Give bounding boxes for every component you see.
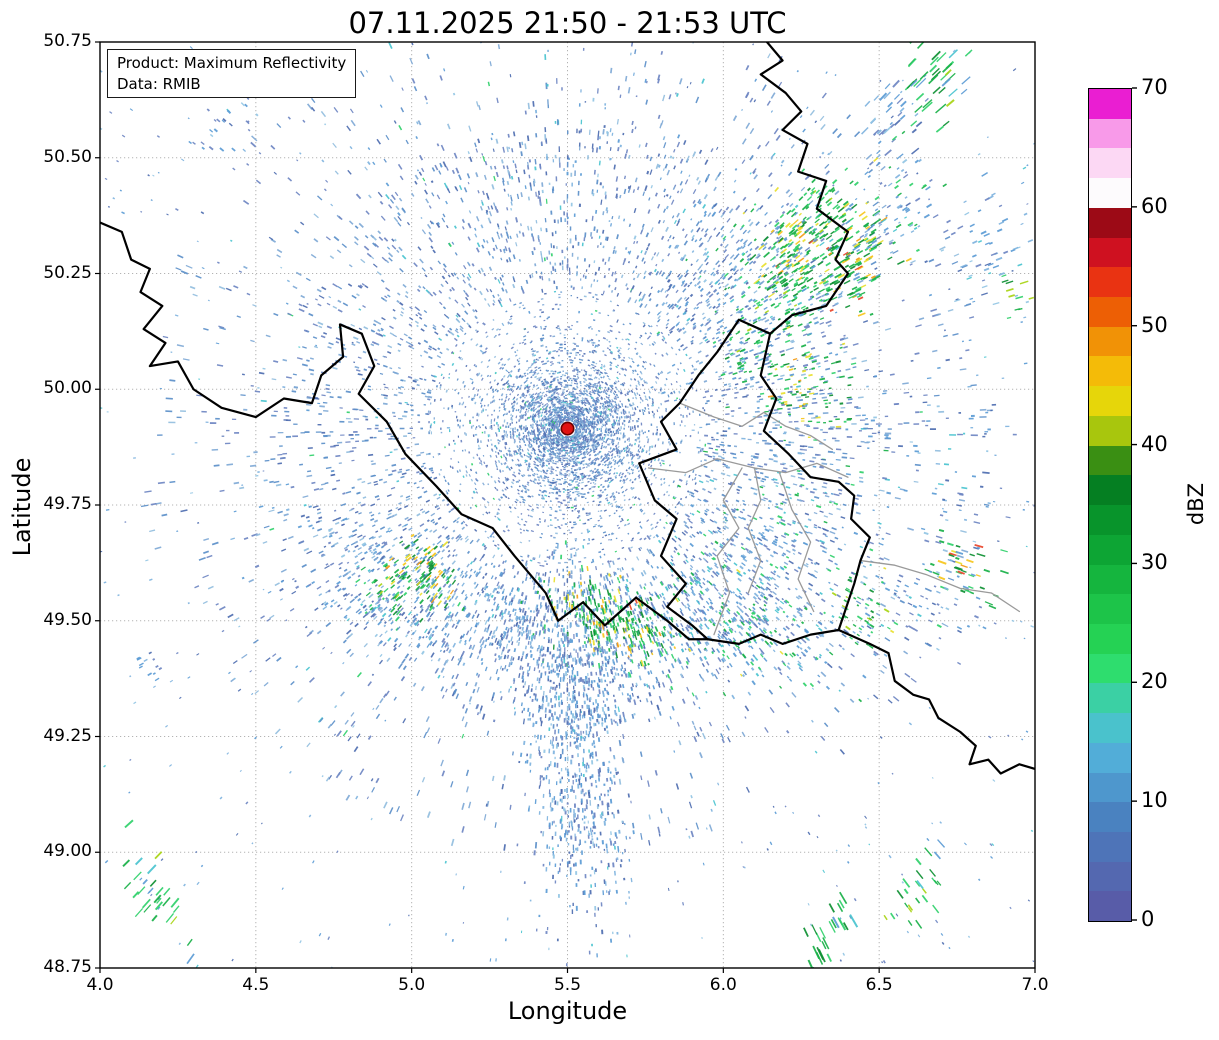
colorbar-tick-label: 30 [1141,550,1168,575]
y-tick-label: 49.25 [43,725,92,746]
colorbar-segment [1089,326,1131,357]
y-tick-label: 50.75 [43,31,92,51]
y-tick-label: 50.25 [43,262,92,283]
colorbar-tick-label: 0 [1141,907,1155,931]
annotation-product-line: Product: Maximum Reflectivity [117,54,347,72]
x-tick-label: 7.0 [1021,975,1049,995]
y-tick-label: 49.00 [43,841,92,862]
y-tick-label: 50.00 [43,378,92,399]
x-tick-label: 4.0 [86,975,114,995]
colorbar-label: dBZ [1184,482,1208,526]
colorbar-tick-label: 10 [1141,788,1168,813]
x-tick-label: 5.0 [398,975,426,995]
annotation-box: Product: Maximum Reflectivity Data: RMIB [107,49,357,99]
colorbar-segment [1089,445,1131,476]
colorbar-tick-label: 40 [1141,431,1168,456]
y-tick-label: 50.50 [43,146,92,167]
colorbar-segment [1089,356,1131,387]
colorbar-segment [1089,683,1131,714]
x-tick-label: 6.0 [709,975,737,995]
colorbar-segment [1089,505,1131,535]
annotation-data-line: Data: RMIB [117,74,201,93]
x-tick-label: 4.5 [242,975,270,995]
colorbar-segment [1089,802,1131,832]
colorbar-segment [1089,713,1131,743]
plot-title: 07.11.2025 21:50 - 21:53 UTC [348,6,787,40]
colorbar-segment [1089,653,1131,684]
colorbar-segment [1089,148,1131,179]
colorbar-tick-label: 60 [1141,193,1168,218]
colorbar-segment [1089,178,1131,208]
colorbar-tick-label: 20 [1141,669,1168,694]
colorbar-segment [1089,386,1131,416]
colorbar-segment [1089,118,1131,149]
y-tick-label: 48.75 [43,957,92,977]
x-axis-label: Longitude [507,997,628,1025]
colorbar-segment [1089,772,1131,803]
colorbar-segment [1089,564,1131,595]
x-tick-label: 6.5 [865,975,893,995]
colorbar-segment [1089,415,1131,446]
colorbar-tick-label: 50 [1141,312,1168,337]
colorbar-segment [1089,623,1131,654]
colorbar-segment [1089,237,1131,268]
colorbar-segment [1089,475,1131,506]
colorbar-segment [1089,742,1131,773]
colorbar-segment [1089,861,1131,892]
y-tick-label: 49.50 [43,609,92,630]
colorbar-segment [1089,297,1131,327]
colorbar-tick-label: 70 [1141,75,1168,99]
colorbar-segment [1089,267,1131,298]
colorbar-segment [1089,534,1131,565]
colorbar [1088,88,1132,922]
colorbar-segment [1089,831,1131,862]
x-tick-label: 5.5 [553,975,582,995]
y-tick-label: 49.75 [43,494,92,514]
colorbar-segment [1089,594,1131,624]
colorbar-segment [1089,891,1131,922]
colorbar-segment [1089,89,1131,119]
colorbar-segment [1089,207,1131,238]
